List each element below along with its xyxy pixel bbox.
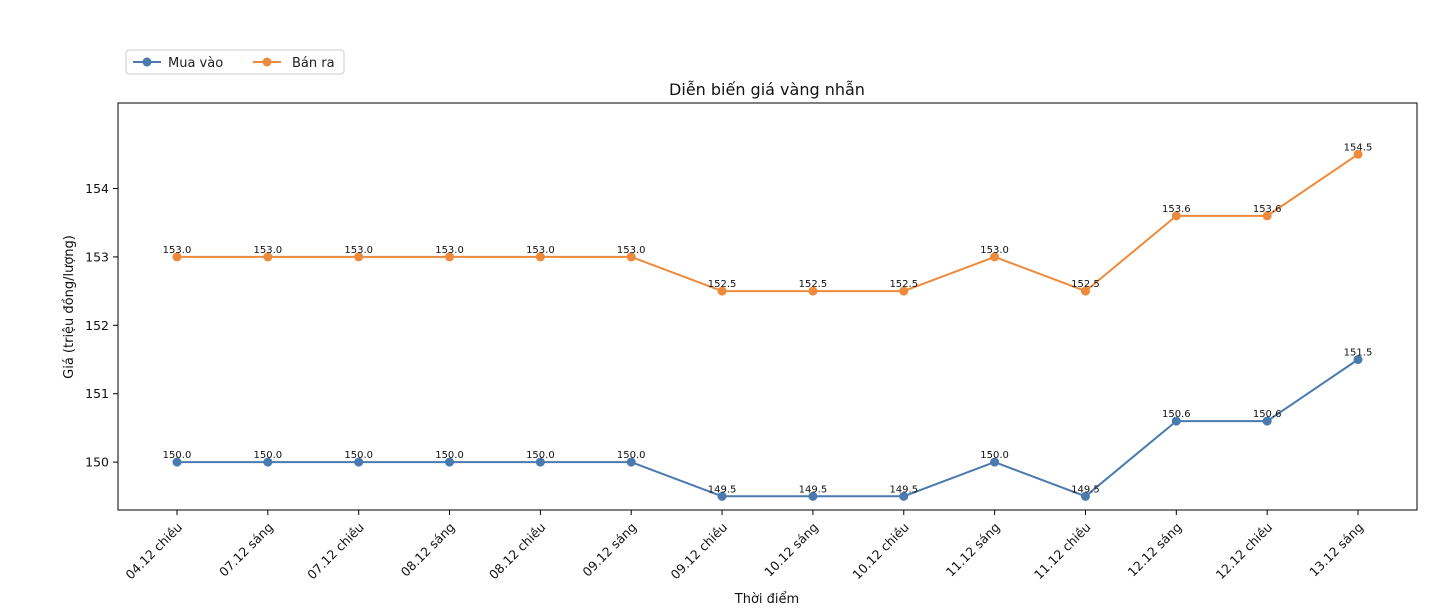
data-point: [263, 457, 273, 467]
data-point: [717, 286, 727, 296]
data-label: 153.6: [1253, 204, 1282, 215]
data-point: [263, 252, 273, 262]
y-tick-label: 154: [85, 181, 109, 196]
data-point: [990, 457, 1000, 467]
data-label: 152.5: [1071, 279, 1100, 290]
y-tick-label: 153: [85, 249, 109, 264]
x-tick-label: 09.12 chiều: [668, 520, 731, 583]
x-tick-label: 10.12 sáng: [761, 520, 821, 580]
data-label: 150.0: [435, 450, 464, 461]
data-label: 153.0: [980, 245, 1009, 256]
x-tick-label: 08.12 chiều: [486, 520, 549, 583]
data-label: 153.0: [163, 245, 192, 256]
data-label: 154.5: [1344, 142, 1373, 153]
data-point: [1353, 149, 1363, 159]
data-label: 153.0: [254, 245, 283, 256]
y-axis-label: Giá (triệu đồng/lượng): [62, 235, 77, 379]
data-point: [1080, 286, 1090, 296]
x-tick-label: 08.12 sáng: [398, 520, 458, 580]
data-label: 152.5: [708, 279, 737, 290]
data-label: 150.6: [1162, 409, 1191, 420]
data-point: [535, 252, 545, 262]
data-label: 153.0: [344, 245, 373, 256]
data-label: 150.0: [163, 450, 192, 461]
data-label: 150.0: [254, 450, 283, 461]
data-point: [808, 286, 818, 296]
data-point: [1171, 416, 1181, 426]
series-line-1: [177, 153, 1359, 293]
data-label: 149.5: [1071, 484, 1100, 495]
series-line-0: [177, 358, 1359, 498]
data-point: [1262, 416, 1272, 426]
chart-title: Diễn biến giá vàng nhẫn: [669, 80, 865, 99]
data-point: [899, 491, 909, 501]
legend-label-sell: Bán ra: [292, 56, 335, 71]
data-label: 151.5: [1344, 348, 1373, 359]
data-point: [1080, 491, 1090, 501]
legend-marker-sell: [262, 57, 272, 67]
data-label: 150.0: [344, 450, 373, 461]
legend-item-sell: Bán ra: [253, 56, 335, 71]
x-tick-label: 12.12 chiều: [1213, 520, 1276, 583]
x-axis-label: Thời điểm: [734, 592, 799, 607]
y-tick-label: 150: [85, 455, 109, 470]
data-label: 153.0: [526, 245, 555, 256]
data-point: [1353, 355, 1363, 365]
data-point: [808, 491, 818, 501]
data-label: 150.0: [980, 450, 1009, 461]
data-point: [1262, 211, 1272, 221]
data-point: [626, 457, 636, 467]
data-point: [535, 457, 545, 467]
x-tick-label: 07.12 sáng: [216, 520, 276, 580]
y-tick-label: 151: [85, 386, 109, 401]
data-label: 153.6: [1162, 204, 1191, 215]
data-point: [899, 286, 909, 296]
data-point: [354, 457, 364, 467]
x-tick-label: 09.12 sáng: [579, 520, 639, 580]
x-tick-label: 12.12 sáng: [1124, 520, 1184, 580]
x-tick-label: 13.12 sáng: [1306, 520, 1366, 580]
data-label: 150.0: [526, 450, 555, 461]
data-label: 149.5: [889, 484, 918, 495]
data-point: [990, 252, 1000, 262]
x-tick-label: 07.12 chiều: [304, 520, 367, 583]
x-tick-label: 11.12 chiều: [1031, 520, 1094, 583]
data-label: 153.0: [435, 245, 464, 256]
x-tick-label: 04.12 chiều: [122, 520, 185, 583]
legend-label-buy: Mua vào: [168, 56, 223, 71]
data-point: [626, 252, 636, 262]
x-tick-label: 11.12 sáng: [943, 520, 1003, 580]
data-point: [1171, 211, 1181, 221]
data-label: 149.5: [799, 484, 828, 495]
data-label: 152.5: [799, 279, 828, 290]
legend: Mua vào Bán ra: [125, 49, 345, 75]
data-label: 150.6: [1253, 409, 1282, 420]
legend-box: [125, 49, 345, 75]
data-label: 153.0: [617, 245, 646, 256]
data-point: [172, 252, 182, 262]
data-point: [445, 252, 455, 262]
data-point: [445, 457, 455, 467]
data-point: [354, 252, 364, 262]
plot-area: 150 151 152 153 154 04.12 chiều 07.12 sáng 07.1…: [85, 142, 1372, 582]
y-tick-label: 152: [85, 318, 109, 333]
legend-item-buy: Mua vào: [133, 56, 223, 71]
legend-marker-buy: [142, 57, 152, 67]
data-label: 150.0: [617, 450, 646, 461]
data-point: [172, 457, 182, 467]
plot-frame: [117, 102, 1418, 511]
x-tick-label: 10.12 chiều: [849, 520, 912, 583]
data-label: 152.5: [889, 279, 918, 290]
data-label: 149.5: [708, 484, 737, 495]
data-point: [717, 491, 727, 501]
